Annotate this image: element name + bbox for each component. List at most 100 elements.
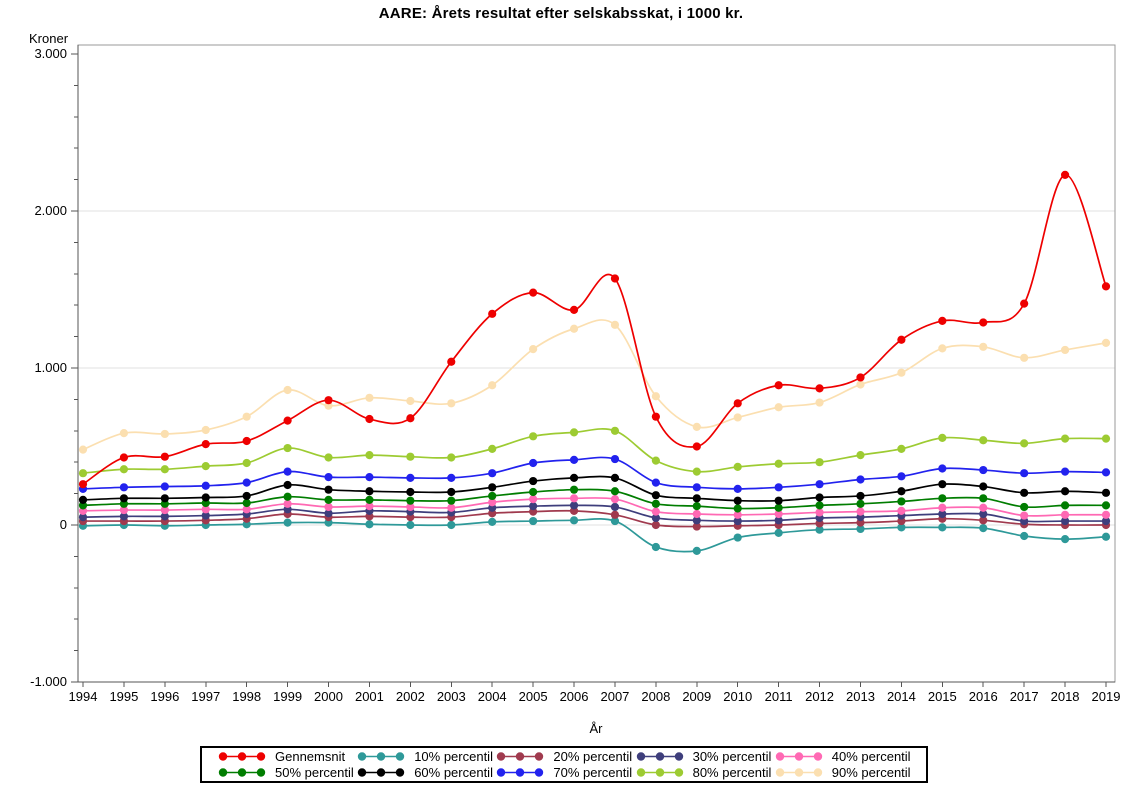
data-point	[160, 482, 169, 491]
data-point	[1060, 170, 1070, 179]
data-point	[1101, 434, 1111, 443]
data-point	[569, 305, 579, 315]
data-point	[569, 485, 579, 494]
data-point	[569, 455, 579, 464]
data-point	[856, 380, 865, 389]
legend-item: 10% percentil	[355, 749, 494, 764]
data-point	[651, 491, 660, 500]
data-point	[733, 399, 742, 408]
data-point	[119, 465, 129, 474]
data-point	[1101, 501, 1111, 510]
data-point	[897, 368, 906, 377]
y-axis-title: Kroner	[29, 31, 69, 46]
legend-label: 40% percentil	[831, 749, 911, 765]
data-point	[815, 501, 824, 510]
series-markers-40-percentil	[78, 494, 1111, 520]
data-point	[1020, 439, 1029, 448]
data-point	[938, 480, 947, 489]
data-point	[119, 512, 129, 521]
x-tick-label: 2003	[437, 689, 466, 704]
series-markers-50-percentil	[78, 485, 1111, 513]
legend-label: 30% percentil	[692, 749, 772, 765]
data-point	[938, 509, 947, 519]
x-tick-label: 1999	[273, 689, 302, 704]
data-point	[242, 436, 251, 446]
data-point	[201, 493, 210, 502]
series-line-10-percentil	[82, 518, 1107, 553]
data-point	[815, 480, 824, 489]
data-point	[1101, 532, 1111, 541]
x-tick-label: 2012	[805, 689, 834, 704]
data-point	[1020, 511, 1029, 520]
data-point	[488, 309, 497, 318]
data-point	[365, 451, 374, 460]
data-point	[774, 483, 783, 492]
data-point	[160, 465, 169, 474]
data-point	[569, 324, 579, 333]
data-point	[1101, 338, 1111, 347]
data-point	[774, 459, 783, 468]
legend-marker-icon	[775, 767, 822, 777]
x-tick-label: 1995	[109, 689, 138, 704]
legend-marker-icon	[497, 752, 544, 762]
legend-item: Gennemsnit	[216, 749, 355, 764]
data-point	[569, 494, 579, 503]
data-point	[529, 516, 538, 526]
series-markers-30-percentil	[78, 501, 1111, 526]
data-point	[1060, 510, 1070, 519]
legend-item: 90% percentil	[773, 765, 912, 780]
series-markers-70-percentil	[78, 454, 1111, 493]
data-point	[692, 467, 701, 476]
data-point	[569, 501, 579, 510]
data-point	[488, 491, 497, 501]
data-point	[856, 524, 865, 534]
data-point	[242, 498, 251, 508]
legend-marker-icon	[497, 767, 544, 777]
data-point	[1101, 510, 1111, 519]
data-point	[692, 483, 701, 492]
legend-label: 70% percentil	[553, 764, 633, 780]
data-point	[365, 393, 374, 402]
series-markers-gennemsnit	[78, 170, 1111, 489]
data-point	[529, 476, 538, 486]
data-point	[324, 509, 333, 518]
data-point	[406, 502, 415, 512]
legend-label: 20% percentil	[553, 749, 633, 765]
data-point	[1020, 353, 1029, 362]
x-tick-label: 2014	[887, 689, 916, 704]
data-point	[447, 496, 456, 505]
data-point	[651, 507, 660, 516]
data-point	[692, 442, 701, 451]
data-point	[447, 487, 456, 497]
data-point	[488, 483, 497, 492]
x-tick-label: 2019	[1092, 689, 1121, 704]
data-point	[406, 396, 415, 406]
data-point	[815, 398, 824, 407]
data-point	[365, 502, 374, 511]
data-point	[651, 513, 660, 523]
x-tick-label: 2008	[641, 689, 670, 704]
x-tick-label: 2015	[928, 689, 957, 704]
data-point	[406, 487, 415, 497]
data-point	[201, 425, 210, 435]
data-point	[1101, 468, 1111, 477]
data-point	[938, 494, 947, 503]
data-point	[692, 494, 701, 503]
data-point	[651, 412, 660, 421]
data-point	[529, 458, 538, 468]
legend-item: 80% percentil	[634, 765, 773, 780]
data-point	[815, 525, 824, 534]
data-point	[406, 520, 415, 530]
legend-label: 10% percentil	[414, 749, 493, 765]
data-point	[979, 503, 988, 512]
series-markers-60-percentil	[78, 473, 1111, 505]
x-tick-label: 1997	[191, 689, 220, 704]
data-point	[201, 440, 210, 449]
legend-marker-icon	[636, 767, 683, 777]
data-point	[324, 453, 333, 462]
legend-item: 70% percentil	[494, 765, 633, 780]
data-point	[897, 335, 906, 344]
data-point	[815, 458, 824, 467]
data-point	[1060, 467, 1070, 476]
